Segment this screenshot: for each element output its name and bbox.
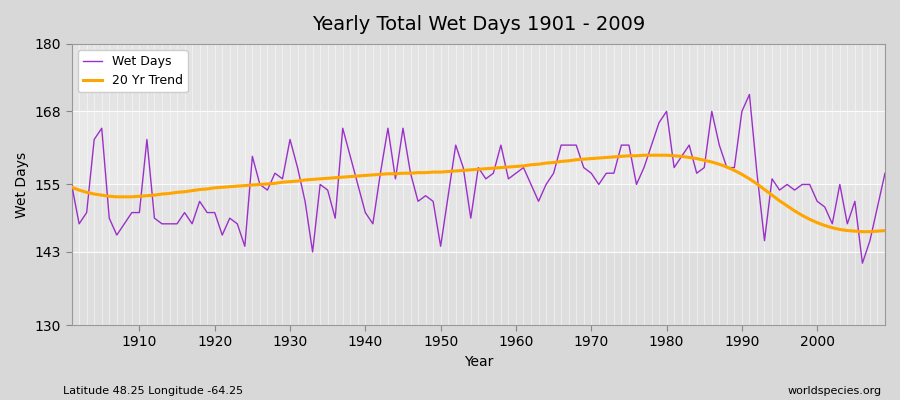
Line: 20 Yr Trend: 20 Yr Trend — [72, 155, 885, 232]
Wet Days — [338, 126, 348, 131]
Wet Days — [857, 261, 868, 266]
Wet Days — [744, 92, 755, 97]
20 Yr Trend — [510, 164, 521, 169]
20 Yr Trend — [857, 229, 868, 234]
20 Yr Trend — [879, 228, 890, 233]
Bar — [72, 111, 885, 184]
20 Yr Trend — [601, 155, 612, 160]
20 Yr Trend — [338, 175, 348, 180]
Bar — [72, 252, 885, 325]
Wet Days — [126, 210, 137, 215]
X-axis label: Year: Year — [464, 355, 493, 369]
20 Yr Trend — [503, 165, 514, 170]
Wet Days — [879, 171, 890, 176]
Legend: Wet Days, 20 Yr Trend: Wet Days, 20 Yr Trend — [77, 50, 187, 92]
Wet Days — [601, 171, 612, 176]
Text: worldspecies.org: worldspecies.org — [788, 386, 882, 396]
Wet Days — [292, 165, 303, 170]
Wet Days — [510, 171, 521, 176]
Wet Days — [67, 182, 77, 187]
20 Yr Trend — [639, 153, 650, 158]
20 Yr Trend — [67, 185, 77, 190]
20 Yr Trend — [126, 194, 137, 199]
20 Yr Trend — [292, 179, 303, 184]
Text: Latitude 48.25 Longitude -64.25: Latitude 48.25 Longitude -64.25 — [63, 386, 243, 396]
Title: Yearly Total Wet Days 1901 - 2009: Yearly Total Wet Days 1901 - 2009 — [311, 15, 645, 34]
Y-axis label: Wet Days: Wet Days — [15, 151, 29, 218]
Line: Wet Days: Wet Days — [72, 94, 885, 263]
Wet Days — [503, 176, 514, 181]
